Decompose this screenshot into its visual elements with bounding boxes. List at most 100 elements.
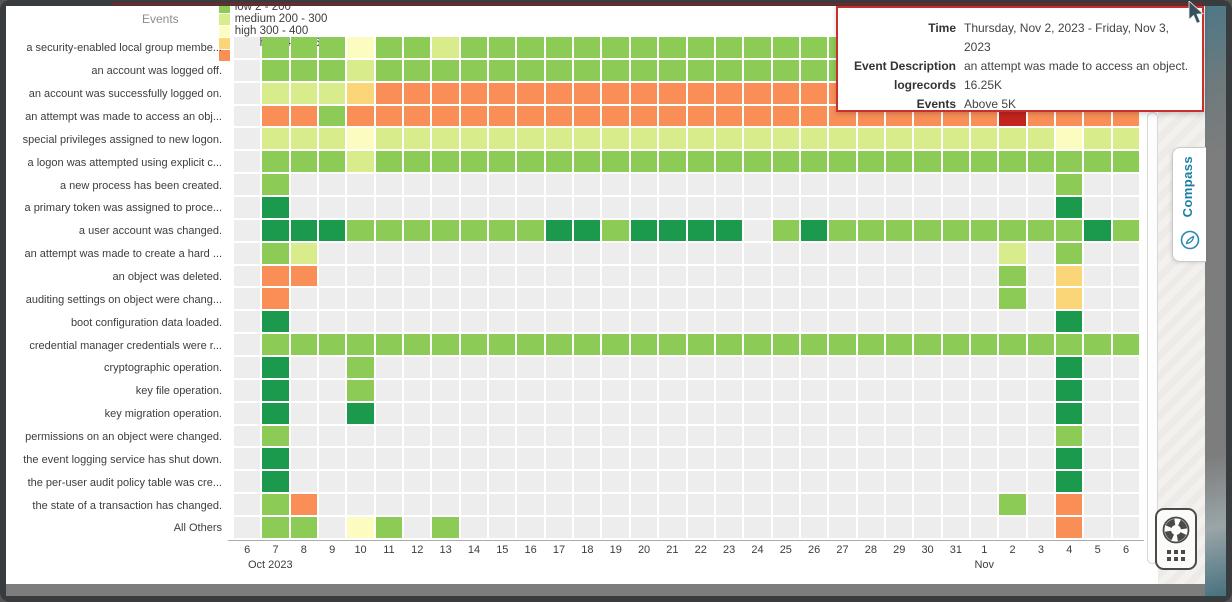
heatmap-cell[interactable]: [914, 448, 941, 470]
heatmap-cell[interactable]: [234, 151, 261, 173]
heatmap-cell[interactable]: [772, 517, 799, 538]
heatmap-cell[interactable]: [375, 128, 403, 150]
heatmap-cell[interactable]: [347, 494, 374, 516]
heatmap-cell[interactable]: [659, 151, 686, 173]
heatmap-cell[interactable]: [1084, 448, 1111, 470]
heatmap-cell[interactable]: [404, 128, 431, 150]
heatmap-cell[interactable]: [857, 448, 884, 470]
heatmap-cell[interactable]: [574, 448, 601, 470]
heatmap-cell[interactable]: [829, 219, 856, 241]
heatmap-cell[interactable]: [432, 357, 459, 378]
heatmap-cell[interactable]: [404, 265, 431, 287]
heatmap-cell[interactable]: [630, 379, 658, 401]
heatmap-cell[interactable]: [545, 357, 573, 378]
heatmap-cell[interactable]: [404, 357, 431, 378]
heatmap-cell[interactable]: [914, 151, 941, 173]
heatmap-cell[interactable]: [460, 448, 488, 470]
heatmap-cell[interactable]: [545, 402, 573, 424]
heatmap-cell[interactable]: [489, 219, 516, 241]
heatmap-cell[interactable]: [460, 59, 488, 81]
heatmap-cell[interactable]: [772, 471, 799, 493]
heatmap-cell[interactable]: [659, 311, 686, 333]
heatmap-cell[interactable]: [517, 174, 544, 196]
heatmap-cell[interactable]: [432, 311, 459, 333]
heatmap-cell[interactable]: [404, 59, 431, 81]
heatmap-cell[interactable]: [857, 197, 884, 218]
heatmap-cell[interactable]: [914, 425, 941, 447]
heatmap-cell[interactable]: [602, 37, 629, 58]
heatmap-cell[interactable]: [942, 494, 969, 516]
heatmap-cell[interactable]: [290, 82, 318, 104]
heatmap-cell[interactable]: [744, 311, 771, 333]
heatmap-cell[interactable]: [687, 82, 714, 104]
heatmap-cell[interactable]: [375, 265, 403, 287]
heatmap-cell[interactable]: [999, 128, 1026, 150]
heatmap-cell[interactable]: [319, 242, 346, 264]
heatmap-cell[interactable]: [630, 471, 658, 493]
heatmap-cell[interactable]: [800, 197, 828, 218]
heatmap-cell[interactable]: [489, 174, 516, 196]
heatmap-cell[interactable]: [517, 219, 544, 241]
heatmap-cell[interactable]: [687, 242, 714, 264]
heatmap-cell[interactable]: [404, 425, 431, 447]
heatmap-cell[interactable]: [829, 265, 856, 287]
heatmap-cell[interactable]: [404, 37, 431, 58]
heatmap-cell[interactable]: [545, 334, 573, 356]
heatmap-cell[interactable]: [715, 265, 743, 287]
heatmap-cell[interactable]: [432, 334, 459, 356]
heatmap-cell[interactable]: [687, 219, 714, 241]
heatmap-cell[interactable]: [545, 197, 573, 218]
heatmap-cell[interactable]: [744, 197, 771, 218]
heatmap-cell[interactable]: [970, 197, 998, 218]
heatmap-cell[interactable]: [545, 494, 573, 516]
heatmap-cell[interactable]: [942, 219, 969, 241]
heatmap-cell[interactable]: [630, 494, 658, 516]
heatmap-cell[interactable]: [460, 82, 488, 104]
heatmap-cell[interactable]: [545, 265, 573, 287]
heatmap-cell[interactable]: [800, 517, 828, 538]
heatmap-cell[interactable]: [517, 128, 544, 150]
heatmap-cell[interactable]: [432, 471, 459, 493]
heatmap-cell[interactable]: [347, 471, 374, 493]
heatmap-cell[interactable]: [970, 151, 998, 173]
heatmap-cell[interactable]: [687, 174, 714, 196]
heatmap-cell[interactable]: [829, 197, 856, 218]
heatmap-cell[interactable]: [347, 425, 374, 447]
vertical-scrollbar[interactable]: [1147, 112, 1158, 564]
heatmap-cell[interactable]: [687, 37, 714, 58]
heatmap-cell[interactable]: [375, 151, 403, 173]
heatmap-cell[interactable]: [290, 471, 318, 493]
heatmap-cell[interactable]: [375, 219, 403, 241]
heatmap-cell[interactable]: [262, 105, 289, 127]
heatmap-cell[interactable]: [234, 128, 261, 150]
heatmap-cell[interactable]: [970, 517, 998, 538]
heatmap-cell[interactable]: [659, 105, 686, 127]
heatmap-cell[interactable]: [687, 379, 714, 401]
heatmap-cell[interactable]: [829, 448, 856, 470]
heatmap-cell[interactable]: [800, 425, 828, 447]
heatmap-cell[interactable]: [290, 174, 318, 196]
heatmap-cell[interactable]: [489, 517, 516, 538]
heatmap-cell[interactable]: [234, 82, 261, 104]
heatmap-cell[interactable]: [744, 494, 771, 516]
heatmap-cell[interactable]: [545, 242, 573, 264]
heatmap-cell[interactable]: [772, 494, 799, 516]
heatmap-cell[interactable]: [1027, 174, 1054, 196]
heatmap-cell[interactable]: [744, 82, 771, 104]
heatmap-cell[interactable]: [574, 517, 601, 538]
heatmap-cell[interactable]: [347, 265, 374, 287]
heatmap-cell[interactable]: [772, 105, 799, 127]
heatmap-cell[interactable]: [602, 128, 629, 150]
heatmap-cell[interactable]: [319, 517, 346, 538]
heatmap-cell[interactable]: [1055, 357, 1083, 378]
heatmap-cell[interactable]: [460, 265, 488, 287]
heatmap-cell[interactable]: [1084, 357, 1111, 378]
heatmap-cell[interactable]: [857, 174, 884, 196]
heatmap-cell[interactable]: [1055, 402, 1083, 424]
heatmap-cell[interactable]: [517, 265, 544, 287]
heatmap-cell[interactable]: [404, 471, 431, 493]
heatmap-cell[interactable]: [319, 174, 346, 196]
heatmap-cell[interactable]: [1084, 242, 1111, 264]
heatmap-cell[interactable]: [885, 174, 913, 196]
heatmap-cell[interactable]: [687, 494, 714, 516]
